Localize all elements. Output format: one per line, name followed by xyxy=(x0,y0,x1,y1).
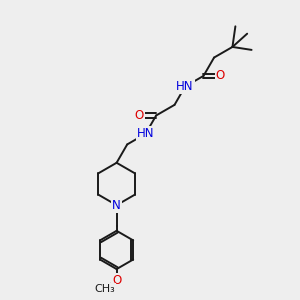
Text: O: O xyxy=(135,109,144,122)
Text: O: O xyxy=(216,69,225,82)
Text: HN: HN xyxy=(137,127,154,140)
Text: CH₃: CH₃ xyxy=(94,284,115,294)
Text: O: O xyxy=(112,274,121,287)
Text: HN: HN xyxy=(176,80,194,93)
Text: N: N xyxy=(112,199,121,212)
